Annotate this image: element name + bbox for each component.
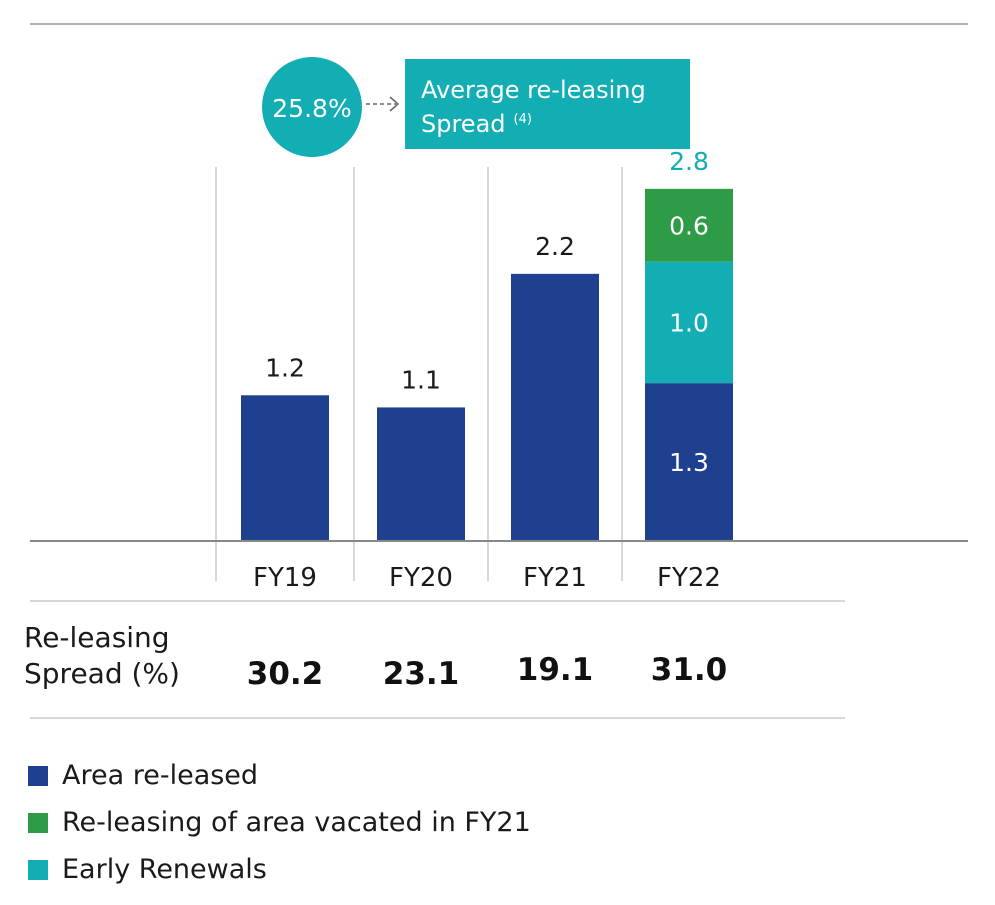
legend-item-vacated: Re-leasing of area vacated in FY21 <box>28 799 531 846</box>
callout-label-line2: Spread (4) <box>421 110 532 138</box>
segment-label-fy22: 1.3 <box>669 448 709 477</box>
legend-swatch-area-released <box>28 765 48 786</box>
bar-fy19-area-re-leased <box>241 395 329 541</box>
spread-value-fy19: 30.2 <box>247 656 324 692</box>
legend-item-early-renewals: Early Renewals <box>28 846 531 893</box>
value-labels-group: 1.2 1.1 2.2 1.3 1.0 0.6 2.8 <box>265 147 709 477</box>
legend-label-area-released: Area re-leased <box>62 760 259 791</box>
bar-fy22-re-leasing-of-area-vacated-in-fy21 <box>645 188 733 262</box>
segment-label-fy22: 1.0 <box>669 308 709 337</box>
callout-label-line1: Average re-leasing <box>421 76 646 104</box>
bar-fy22-area-re-leased <box>645 383 733 541</box>
total-label-fy22: 2.8 <box>669 147 709 176</box>
legend: Area re-leased Re-leasing of area vacate… <box>28 752 531 893</box>
callout-circle <box>262 57 362 157</box>
tick-label-fy19: FY19 <box>253 563 317 593</box>
callout-value: 25.8% <box>272 94 351 123</box>
total-label-fy19: 1.2 <box>265 353 305 382</box>
arrow-right-icon <box>389 96 400 112</box>
spread-label-line2: Spread (%) <box>24 657 180 690</box>
spread-label-line1: Re-leasing <box>24 621 170 654</box>
callout-label-line2-text: Spread <box>421 110 506 138</box>
legend-item-area-released: Area re-leased <box>28 752 531 799</box>
bar-fy22-early-renewals <box>645 261 733 384</box>
spread-value-fy20: 23.1 <box>383 656 460 692</box>
tick-label-fy21: FY21 <box>523 563 587 593</box>
spread-value-fy21: 19.1 <box>517 652 594 688</box>
bar-fy20-area-re-leased <box>377 407 465 541</box>
total-label-fy20: 1.1 <box>401 365 441 394</box>
spread-values: 30.2 23.1 19.1 31.0 <box>247 652 728 692</box>
tick-label-fy22: FY22 <box>657 563 721 593</box>
bars-group <box>241 188 733 541</box>
x-tick-labels: FY19 FY20 FY21 FY22 <box>253 563 721 593</box>
total-label-fy21: 2.2 <box>535 232 575 261</box>
category-dividers <box>215 167 623 581</box>
segment-label-fy22: 0.6 <box>669 211 709 240</box>
spread-row-label: Re-leasing Spread (%) <box>24 620 180 692</box>
tick-label-fy20: FY20 <box>389 563 453 593</box>
callout-label-sup: (4) <box>514 112 532 127</box>
callout-box <box>405 59 690 149</box>
legend-swatch-early-renewals <box>28 859 48 880</box>
legend-label-vacated: Re-leasing of area vacated in FY21 <box>62 807 531 838</box>
spread-value-fy22: 31.0 <box>651 652 728 688</box>
legend-swatch-vacated <box>28 812 48 833</box>
bar-fy21-area-re-leased <box>511 273 599 541</box>
legend-label-early-renewals: Early Renewals <box>62 854 267 885</box>
